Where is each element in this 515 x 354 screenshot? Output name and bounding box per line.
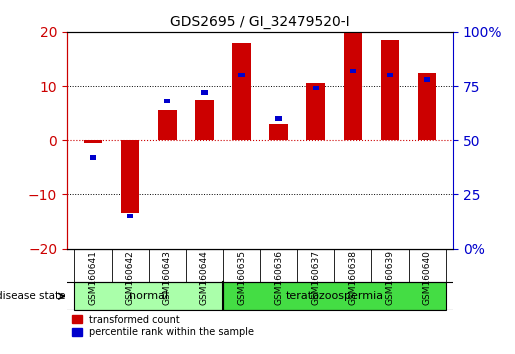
Text: teratozoospermia: teratozoospermia	[285, 291, 383, 301]
Bar	[387, 73, 393, 78]
Bar	[201, 90, 208, 95]
Bar	[83, 140, 102, 143]
Bar	[158, 110, 177, 140]
Text: GSM160641: GSM160641	[89, 250, 97, 305]
Text: GSM160637: GSM160637	[311, 250, 320, 305]
Bar	[344, 32, 362, 140]
Bar	[195, 99, 214, 140]
Bar	[381, 40, 399, 140]
Bar	[424, 78, 431, 82]
Bar	[276, 116, 282, 121]
Text: GSM160639: GSM160639	[386, 250, 394, 305]
Bar	[232, 43, 251, 140]
Bar	[90, 155, 96, 160]
Bar	[313, 86, 319, 90]
Bar	[306, 83, 325, 140]
Text: GSM160640: GSM160640	[423, 250, 432, 305]
Bar	[164, 99, 170, 103]
Title: GDS2695 / GI_32479520-I: GDS2695 / GI_32479520-I	[170, 16, 350, 29]
Text: GSM160642: GSM160642	[126, 250, 134, 305]
Bar	[418, 73, 437, 140]
Text: GSM160643: GSM160643	[163, 250, 171, 305]
FancyBboxPatch shape	[74, 282, 223, 310]
Bar	[269, 124, 288, 140]
Bar	[127, 214, 133, 218]
Text: GSM160644: GSM160644	[200, 250, 209, 305]
Text: normal: normal	[129, 291, 168, 301]
Bar	[350, 69, 356, 73]
Text: GSM160635: GSM160635	[237, 250, 246, 305]
Bar	[238, 73, 245, 78]
Text: GSM160636: GSM160636	[274, 250, 283, 305]
Legend: transformed count, percentile rank within the sample: transformed count, percentile rank withi…	[72, 314, 254, 337]
Text: GSM160638: GSM160638	[349, 250, 357, 305]
FancyBboxPatch shape	[223, 282, 446, 310]
Text: disease state: disease state	[0, 291, 65, 301]
Bar	[121, 140, 140, 213]
